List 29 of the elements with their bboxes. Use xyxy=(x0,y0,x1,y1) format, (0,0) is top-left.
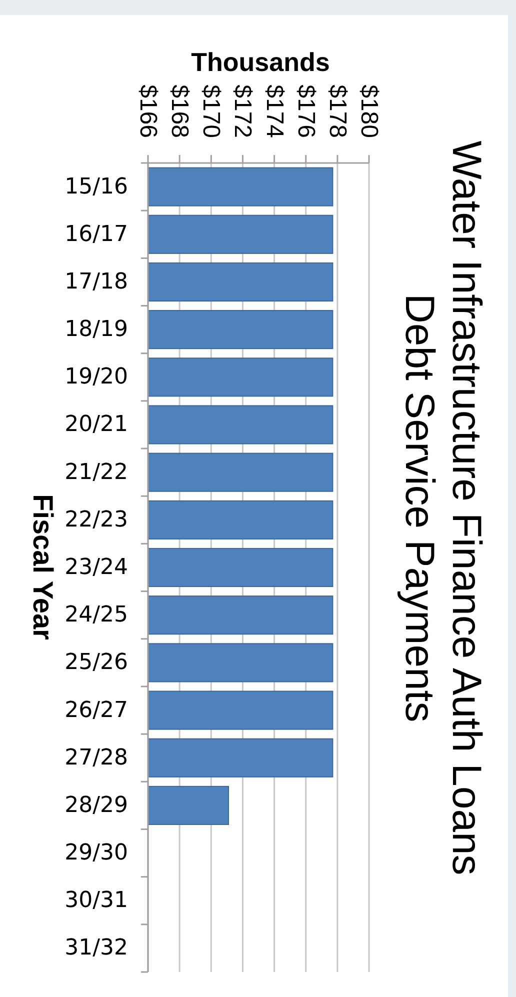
y-tick-label: 22/23 xyxy=(64,507,128,532)
y-tick-label: 16/17 xyxy=(64,222,128,247)
x-axis-title: Thousands xyxy=(191,47,330,77)
x-tick-label: $176 xyxy=(292,84,320,138)
y-tick-label: 29/30 xyxy=(64,840,128,866)
x-tick-label: $168 xyxy=(166,84,194,138)
y-axis-title: Fiscal Year xyxy=(28,494,58,640)
x-tick-label: $178 xyxy=(324,84,351,138)
y-tick-label: 17/18 xyxy=(64,269,128,294)
text: Debt Service Payments xyxy=(397,294,443,722)
y-tick-label: 27/28 xyxy=(64,745,128,770)
y-tick-label: 26/27 xyxy=(64,698,128,723)
x-tick-label: $172 xyxy=(229,84,256,138)
y-tick-label: 15/16 xyxy=(64,174,128,200)
y-tick-label: 18/19 xyxy=(64,317,128,342)
y-tick-label: 24/25 xyxy=(64,602,128,628)
y-tick-label: 19/20 xyxy=(64,364,128,390)
x-tick-label: $174 xyxy=(260,84,288,138)
text: Water Infrastructure Finance Auth Loans xyxy=(444,140,490,876)
x-tick-label: $180 xyxy=(356,84,382,138)
y-tick-label: 30/31 xyxy=(64,888,128,914)
x-tick-label: $170 xyxy=(198,84,225,138)
y-tick-label: 20/21 xyxy=(64,412,128,438)
y-tick-label: 25/26 xyxy=(64,650,128,676)
y-tick-label: 28/29 xyxy=(64,792,128,818)
y-tick-label: 31/32 xyxy=(64,936,128,961)
y-tick-label: 21/22 xyxy=(64,460,128,485)
y-tick-label: 23/24 xyxy=(64,555,128,580)
x-tick-label: $166 xyxy=(134,84,162,138)
